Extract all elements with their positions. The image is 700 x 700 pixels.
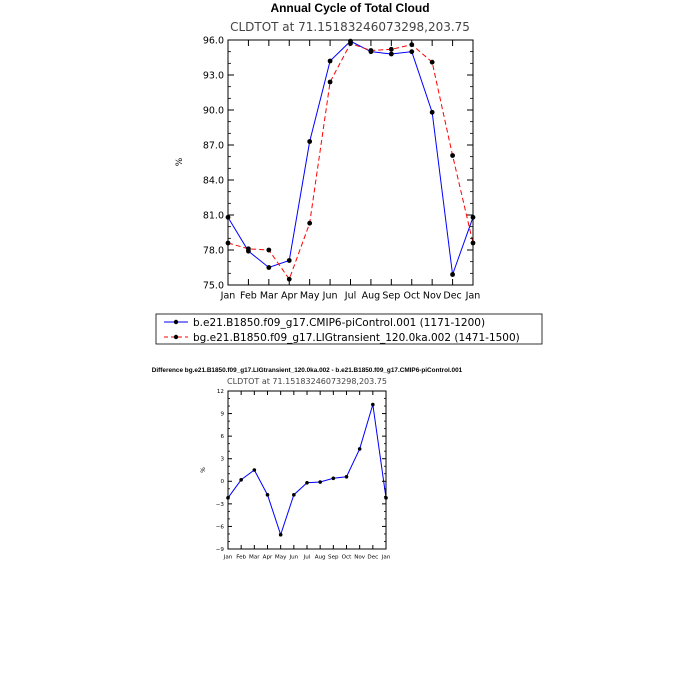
- x-tick-label: Aug: [362, 291, 381, 302]
- series-1-point: [278, 532, 283, 537]
- legend-marker-series-2: [173, 334, 179, 340]
- y-tick-label: 90.0: [203, 105, 224, 116]
- y-tick-label: 81.0: [203, 210, 224, 221]
- series-1-point: [252, 468, 257, 472]
- y-tick-label: 3: [220, 457, 224, 463]
- series-1-point: [265, 493, 270, 497]
- y-tick-label: 84.0: [203, 175, 224, 186]
- x-tick-label: Mar: [260, 291, 278, 302]
- series-1-point: [318, 480, 322, 484]
- x-tick-label: Sep: [328, 555, 339, 561]
- x-tick-label: Apr: [281, 291, 298, 302]
- x-tick-label: Sep: [382, 291, 400, 302]
- x-tick-label: Jul: [303, 555, 311, 561]
- annual-cycle-chart: Annual Cycle of Total Cloud CLDTOT at 71…: [155, 1, 543, 345]
- series-line-1: [227, 40, 474, 275]
- x-tick-label: Nov: [423, 291, 442, 302]
- chart1-title: Annual Cycle of Total Cloud: [270, 1, 429, 15]
- legend-marker-series-1: [173, 319, 179, 325]
- x-tick-label: Jun: [322, 291, 338, 302]
- series-1-point: [429, 109, 435, 115]
- series-1-point: [344, 474, 349, 479]
- y-tick-label: 93.0: [203, 70, 224, 81]
- series-1-point: [266, 265, 272, 270]
- x-tick-label: Apr: [263, 555, 273, 561]
- series-1-point: [305, 480, 309, 485]
- y-tick-label: 6: [220, 434, 224, 440]
- series-1-point: [239, 477, 243, 482]
- series-1-point: [371, 402, 375, 407]
- chart1-ylabel: %: [175, 157, 185, 166]
- chart1-legend: b.e21.B1850.f09_g17.CMIP6-piControl.001 …: [155, 313, 543, 345]
- x-tick-label: May: [300, 291, 320, 302]
- x-tick-label: Jul: [344, 291, 356, 302]
- y-tick-label: −9: [216, 547, 225, 553]
- series-1-point: [357, 447, 362, 451]
- chart2-subtitle: CLDTOT at 71.15183246073298,203.75: [227, 377, 387, 386]
- series-2-point: [307, 220, 313, 226]
- series-2-point: [327, 79, 333, 85]
- x-tick-label: Jan: [381, 555, 391, 561]
- x-tick-label: Jan: [465, 291, 481, 302]
- chart1-plot-frame: [227, 39, 474, 286]
- series-1-point: [450, 272, 455, 277]
- x-tick-label: Jan: [223, 555, 233, 561]
- x-tick-label: Oct: [404, 291, 421, 302]
- chart2-title: Difference bg.e21.B1850.f09_g17.LIGtrans…: [152, 367, 463, 374]
- series-1-point: [388, 51, 394, 57]
- x-tick-label: Feb: [236, 555, 246, 561]
- y-tick-label: 96.0: [203, 35, 224, 46]
- x-tick-label: Jun: [288, 555, 298, 561]
- x-tick-label: Aug: [315, 555, 326, 561]
- series-line-1: [227, 404, 387, 537]
- y-tick-label: 87.0: [203, 140, 224, 151]
- series-1-point: [307, 139, 313, 144]
- x-tick-label: Jan: [220, 291, 236, 302]
- y-tick-label: 9: [220, 412, 224, 418]
- x-tick-label: Dec: [443, 291, 461, 302]
- y-tick-label: −3: [216, 502, 225, 508]
- series-line-2: [227, 42, 474, 281]
- chart2-ylabel: %: [200, 467, 207, 473]
- y-tick-label: 75.0: [203, 280, 224, 291]
- legend-label-series-1: b.e21.B1850.f09_g17.CMIP6-piControl.001 …: [193, 317, 485, 329]
- series-1-point: [331, 476, 336, 481]
- y-tick-label: 12: [217, 389, 224, 395]
- x-tick-label: Dec: [367, 555, 378, 561]
- series-2-point: [450, 153, 455, 158]
- x-tick-label: Nov: [354, 555, 366, 561]
- series-2-point: [266, 247, 272, 253]
- series-2-point: [368, 48, 374, 53]
- y-tick-label: −6: [216, 524, 225, 530]
- chart1-subtitle: CLDTOT at 71.15183246073298,203.75: [230, 20, 470, 34]
- x-tick-label: May: [275, 555, 287, 561]
- difference-chart: Difference bg.e21.B1850.f09_g17.LIGtrans…: [152, 367, 463, 561]
- legend-box: [155, 313, 543, 345]
- legend-label-series-2: bg.e21.B1850.f09_g17.LIGtransient_120.0k…: [193, 332, 520, 344]
- y-tick-label: 78.0: [203, 245, 224, 256]
- x-tick-label: Oct: [342, 555, 352, 561]
- x-tick-label: Mar: [249, 555, 260, 561]
- series-2-point: [429, 59, 435, 65]
- series-1-point: [409, 49, 415, 55]
- chart2-plot-frame: [227, 390, 387, 550]
- series-2-point: [388, 46, 394, 52]
- series-1-point: [292, 493, 296, 497]
- x-tick-label: Feb: [240, 291, 257, 302]
- y-tick-label: 0: [220, 479, 224, 485]
- series-2-point: [246, 246, 251, 252]
- series-1-point: [327, 58, 333, 64]
- series-1-point: [286, 258, 292, 263]
